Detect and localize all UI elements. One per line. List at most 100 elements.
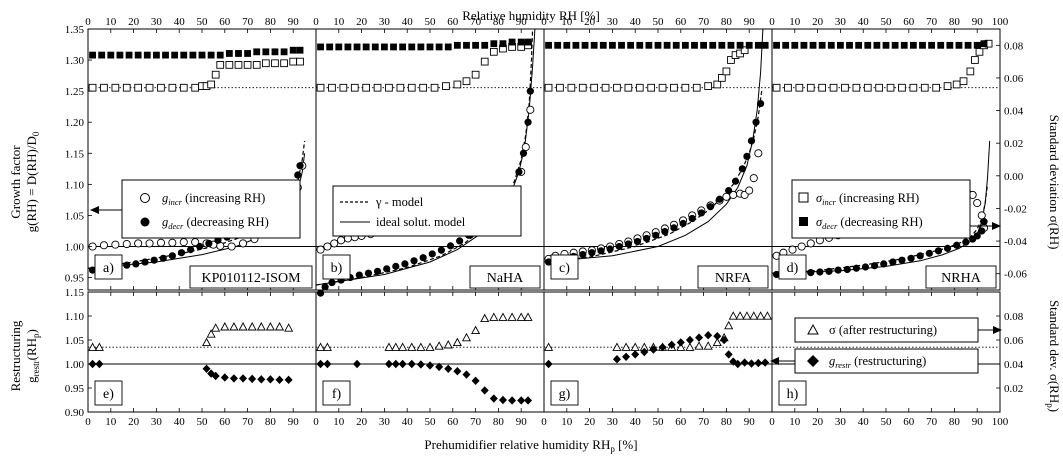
g-decr-point — [916, 252, 924, 260]
svg-text:γ - model: γ - model — [375, 195, 424, 209]
x-tick-label-bottom: 30 — [151, 416, 163, 428]
sigma-decr-point — [645, 41, 653, 49]
sigma-incr-point — [590, 83, 599, 92]
x-tick-label-bottom: 50 — [653, 416, 665, 428]
x-tick-label-top: 90 — [744, 16, 756, 28]
x-tick-label-bottom: 90 — [972, 416, 984, 428]
sigma-incr-point — [943, 82, 952, 90]
g-decr-point — [373, 267, 382, 275]
sigma-decr-point — [891, 41, 899, 49]
panel-label-box — [94, 254, 123, 280]
sigma-decr-point — [761, 41, 769, 49]
sigma-incr-point — [898, 83, 906, 92]
sigma-decr-point — [125, 51, 133, 59]
sigma-decr-point — [919, 41, 926, 49]
g-decr-point — [715, 195, 724, 203]
sigma-incr-point — [453, 80, 462, 89]
sigma-decr-point — [280, 48, 288, 56]
sigma-decr-point — [89, 51, 96, 59]
g-restr-point — [695, 333, 704, 342]
sigma-incr-point — [841, 83, 849, 92]
sigma-decr-point — [782, 41, 790, 49]
sigma-restr-point — [694, 341, 704, 350]
sigma-incr-point — [692, 83, 701, 92]
sigma-incr-point — [740, 46, 749, 55]
sigma-incr-point — [442, 82, 450, 90]
sigma-incr-point — [252, 61, 261, 69]
x-tick-label-top: 50 — [653, 16, 665, 28]
g-decr-point — [670, 224, 678, 232]
y2-tick-label-right: -0.04 — [1004, 236, 1027, 248]
sigma-incr-point — [296, 57, 304, 66]
sigma-restr-point — [229, 322, 239, 331]
sigma-incr-point — [886, 83, 895, 92]
x-tick-label-top: 0 — [769, 16, 775, 28]
sigma-decr-point — [426, 43, 434, 51]
g-decr-point — [962, 238, 970, 246]
svg-text:Growth factor: Growth factor — [8, 145, 23, 219]
x-tick-label-bottom: 100 — [992, 416, 1009, 428]
sigma-incr-point — [157, 83, 165, 92]
g-decr-point — [688, 214, 696, 223]
sigma-restr-point — [735, 311, 745, 320]
g-decr-point — [392, 262, 400, 270]
sigma-decr-point — [326, 43, 334, 51]
x-tick-label-bottom: 90 — [516, 416, 528, 428]
sigma-incr-point — [385, 83, 393, 92]
panel-label-box — [550, 254, 579, 280]
x-tick-label-top: 60 — [903, 16, 915, 28]
sigma-decr-point — [244, 50, 251, 57]
x-tick-label-bottom: 70 — [926, 416, 938, 428]
sigma-decr-point — [563, 41, 571, 49]
sigma-decr-point — [153, 51, 160, 59]
sigma-incr-point — [544, 83, 553, 92]
g-incr-point — [749, 174, 758, 183]
sigma-decr-point — [134, 51, 142, 59]
g-incr-point — [337, 236, 346, 245]
g-restr-point — [544, 359, 553, 369]
sigma-incr-point — [556, 83, 564, 92]
sigma-restr-point — [220, 322, 230, 331]
x-tick-label-bottom: 90 — [744, 416, 756, 428]
sigma-incr-point — [396, 83, 405, 92]
sigma-restr-point — [489, 312, 499, 321]
g-decr-point — [925, 249, 933, 257]
x-tick-label-top: 40 — [174, 16, 186, 28]
sigma-incr-point — [613, 83, 621, 92]
sigma-decr-point — [481, 41, 489, 49]
x-tick-label-bottom: 70 — [470, 416, 482, 428]
sigma-incr-point — [489, 47, 498, 56]
x-tick-label-top: 20 — [812, 16, 824, 28]
g-restr-point — [444, 364, 453, 373]
x-tick-label-top: 20 — [356, 16, 368, 28]
sigma-incr-point — [909, 83, 918, 92]
sample-name-b: NaHA — [487, 271, 524, 286]
g-decr-point — [652, 231, 660, 239]
g-decr-point — [615, 242, 623, 251]
g-incr-point — [526, 105, 535, 114]
sigma-decr-point — [636, 41, 644, 49]
g-decr-point — [168, 252, 176, 260]
sigma-decr-point — [855, 41, 863, 49]
sigma-incr-point — [328, 83, 336, 92]
x-tick-label-bottom: 0 — [313, 416, 319, 428]
sigma-decr-point — [627, 41, 635, 49]
sigma-decr-point — [727, 41, 735, 49]
sigma-incr-point — [179, 83, 188, 92]
x-tick-label-bottom: 40 — [402, 416, 414, 428]
sigma-decr-point — [754, 41, 762, 49]
sigma-incr-point — [271, 59, 279, 68]
sigma-decr-point — [964, 41, 972, 49]
g-decr-point — [524, 118, 532, 126]
legend-a: gincr (increasing RH) gdecr (decreasing … — [90, 179, 301, 239]
y-tick-label-left: 1.15 — [65, 287, 85, 299]
panel-frame-c — [543, 28, 773, 291]
sigma-restr-point — [284, 323, 294, 332]
sigma-restr-point — [391, 342, 401, 351]
sigma-decr-point — [946, 41, 954, 49]
ideal-model-curve — [544, 29, 764, 263]
model-curves-c — [544, 29, 764, 263]
ylabel-bottom: Restructuring grestr(RHp) — [8, 320, 41, 391]
sigma-decr-point — [900, 41, 908, 49]
gamma-model-curve — [544, 91, 763, 263]
